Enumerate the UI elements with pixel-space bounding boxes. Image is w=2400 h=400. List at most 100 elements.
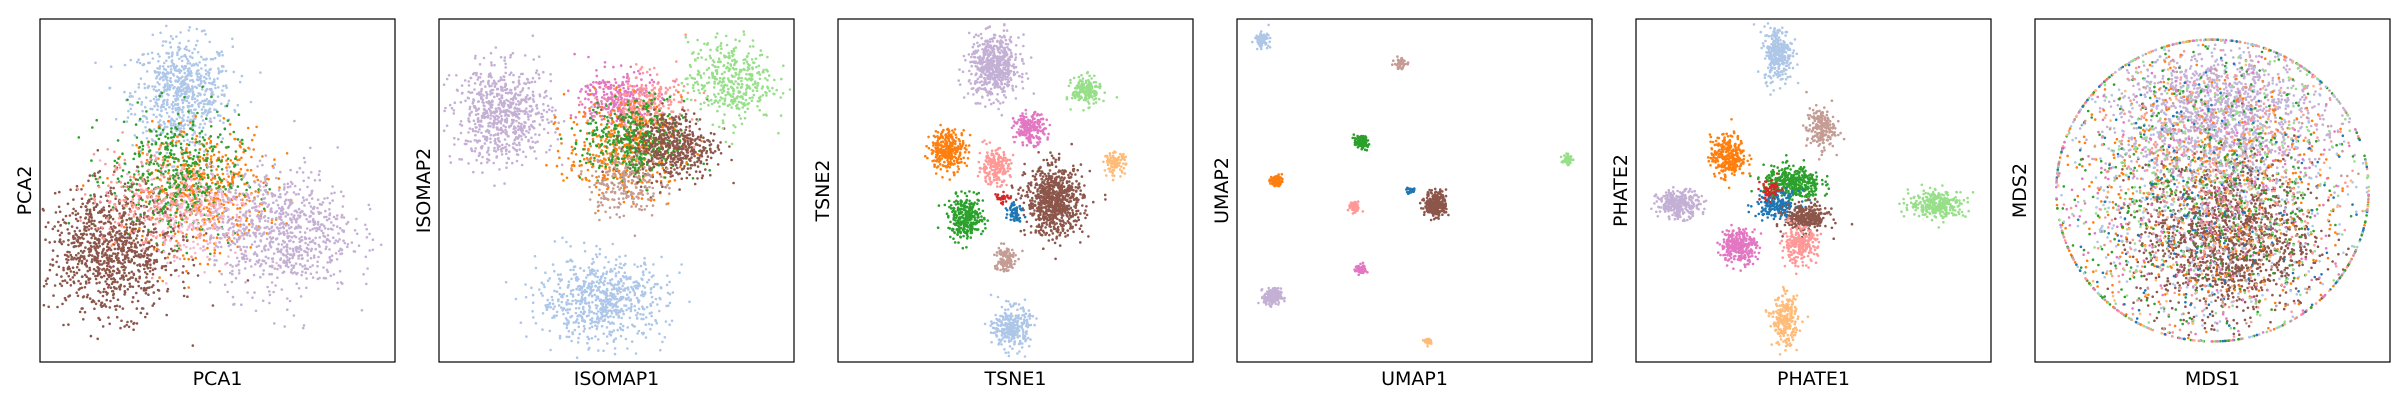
scatter-point [85, 259, 89, 263]
scatter-point [589, 271, 592, 275]
scatter-point [294, 193, 298, 196]
scatter-point [183, 181, 187, 185]
scatter-point [100, 208, 104, 211]
scatter-point [110, 289, 114, 293]
scatter-point [84, 262, 87, 265]
scatter-point [300, 235, 303, 239]
scatter-point [166, 148, 169, 151]
scatter-point [174, 180, 178, 183]
scatter-point [150, 172, 153, 175]
scatter-point [565, 301, 568, 304]
scatter-point [194, 115, 198, 118]
scatter-point [282, 246, 286, 249]
scatter-point [230, 280, 234, 284]
scatter-point [371, 248, 375, 252]
scatter-point [622, 312, 625, 316]
scatter-point [174, 99, 178, 102]
scatter-point [297, 192, 300, 196]
scatter-point [166, 136, 170, 140]
scatter-point [302, 324, 306, 327]
scatter-point [220, 140, 223, 144]
scatter-point [535, 69, 539, 72]
scatter-point [141, 109, 144, 113]
scatter-point [524, 283, 527, 286]
scatter-point [146, 143, 149, 147]
scatter-point [104, 162, 107, 166]
scatter-point [53, 284, 57, 287]
scatter-point [266, 285, 269, 289]
scatter-point [295, 219, 298, 223]
scatter-point [177, 241, 180, 245]
scatter-point [153, 128, 156, 131]
scatter-point [145, 205, 148, 209]
scatter-point [220, 190, 224, 194]
scatter-point [303, 264, 307, 267]
scatter-point [298, 240, 302, 244]
scatter-point [208, 257, 212, 261]
scatter-point [90, 219, 94, 222]
scatter-point [88, 224, 91, 228]
scatter-point [598, 285, 601, 289]
scatter-point [572, 268, 575, 272]
scatter-point [134, 178, 138, 181]
scatter-point [157, 289, 161, 292]
scatter-point [126, 246, 130, 250]
scatter-point [110, 277, 113, 281]
scatter-point [134, 277, 138, 281]
scatter-point [198, 135, 202, 138]
scatter-point [196, 39, 199, 43]
scatter-point [555, 314, 558, 317]
scatter-point [162, 102, 165, 105]
scatter-point [184, 216, 188, 219]
scatter-point [161, 128, 165, 132]
scatter-point [130, 217, 133, 220]
scatter-point [103, 240, 107, 243]
scatter-point [189, 153, 192, 156]
scatter-point [284, 215, 288, 218]
scatter-point [140, 249, 143, 252]
scatter-point [125, 323, 128, 327]
scatter-point [270, 226, 273, 230]
scatter-point [158, 94, 162, 98]
scatter-point [173, 134, 176, 137]
scatter-point [150, 51, 154, 55]
scatter-point [169, 273, 173, 277]
scatter-point [187, 196, 191, 200]
scatter-point [283, 233, 286, 237]
scatter-point [116, 298, 120, 302]
scatter-point [548, 301, 552, 305]
scatter-point [595, 255, 599, 259]
scatter-point [269, 245, 273, 249]
scatter-point [242, 237, 246, 240]
scatter-point [117, 163, 121, 166]
scatter-point [164, 268, 168, 272]
scatter-point [245, 257, 249, 261]
scatter-point [138, 97, 141, 100]
scatter-point [273, 267, 277, 270]
scatter-point [341, 205, 345, 208]
scatter-point [202, 233, 206, 237]
scatter-point [162, 40, 165, 43]
scatter-point [261, 259, 265, 263]
scatter-point [545, 94, 548, 98]
scatter-point [162, 78, 165, 82]
scatter-point [267, 256, 270, 260]
scatter-point [264, 154, 268, 157]
scatter-point [639, 312, 642, 316]
scatter-point [312, 254, 316, 257]
scatter-point [199, 182, 202, 185]
scatter-point [169, 247, 173, 251]
scatter-point [158, 82, 161, 86]
scatter-point [644, 316, 648, 319]
scatter-point [67, 243, 70, 247]
scatter-point [287, 265, 290, 269]
scatter-point [590, 337, 594, 340]
scatter-point [162, 161, 165, 165]
scatter-point [220, 272, 223, 276]
scatter-point [231, 269, 234, 273]
scatter-point [160, 115, 163, 118]
scatter-point [80, 259, 84, 263]
scatter-point [336, 240, 340, 243]
scatter-point [605, 303, 608, 307]
scatter-point [186, 119, 189, 122]
